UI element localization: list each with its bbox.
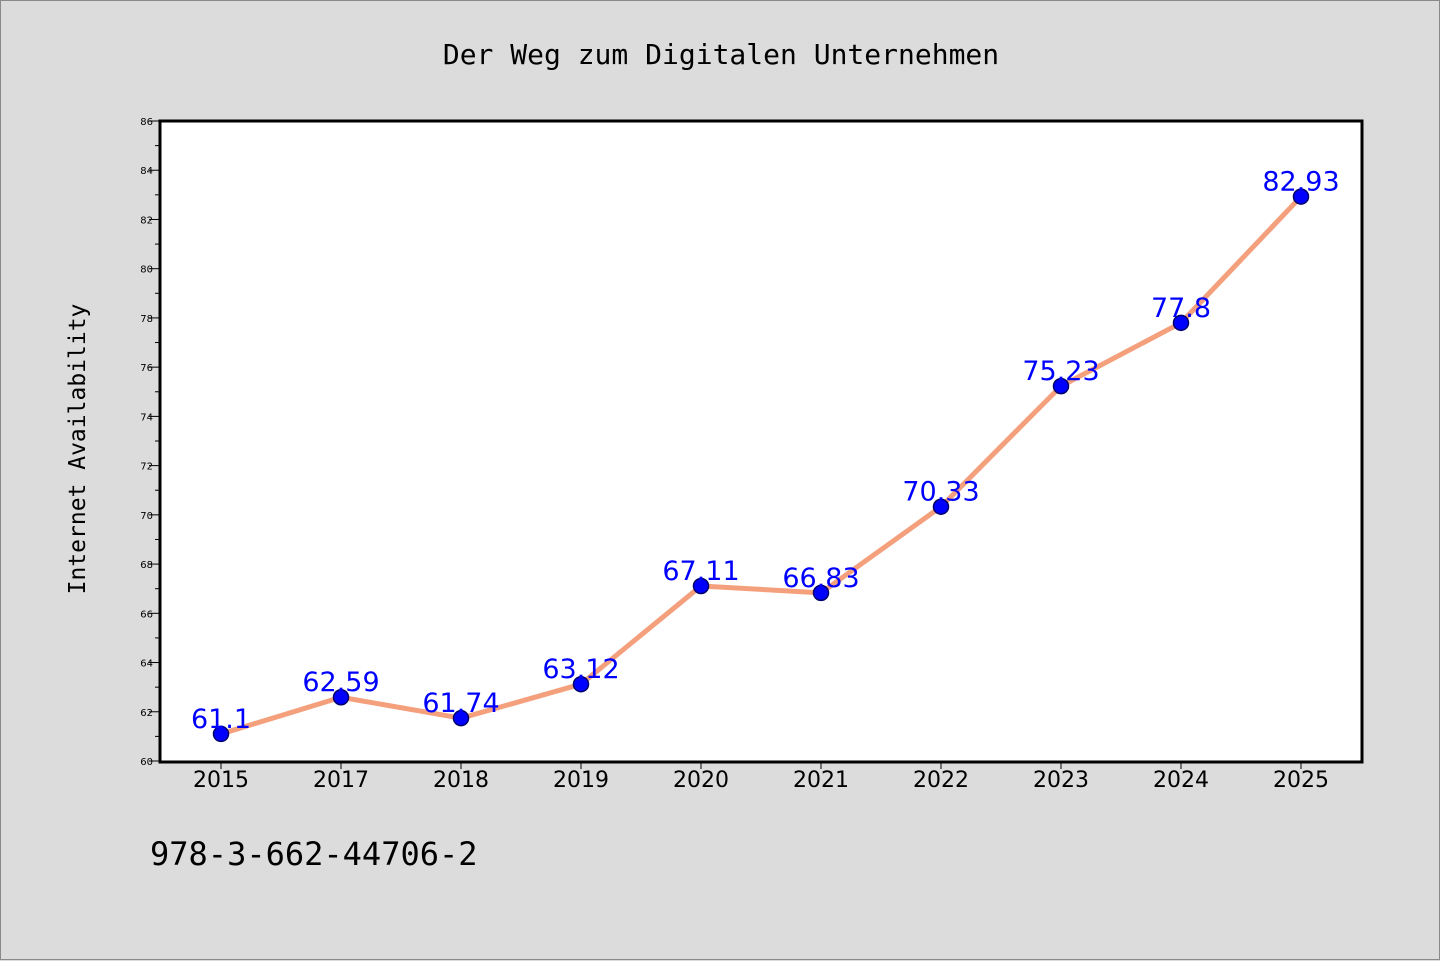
data-point (1052, 377, 1070, 395)
x-axis-ticks: 2015 2017 2018 2019 2020 2021 2022 2023 2024 2025 (193, 761, 1329, 793)
data-labels: 61.1 62.59 61.74 63.12 67.11 66.83 70.33 75.23 7… (191, 167, 1340, 735)
data-point (932, 498, 950, 515)
isbn-text: 978-3-662-44706-2 (150, 835, 478, 873)
y-tick-label: 66 (140, 609, 153, 620)
y-axis-ticks: 60 62 64 66 68 70 72 74 76 78 80 82 84 86 (140, 117, 161, 768)
data-label: 82.93 (1262, 167, 1339, 198)
x-tick-label: 2025 (1273, 768, 1329, 793)
y-tick-label: 60 (140, 757, 153, 768)
y-tick-label: 80 (140, 265, 153, 276)
x-tick-label: 2019 (553, 768, 609, 793)
data-label: 61.74 (422, 688, 499, 719)
y-tick-label: 68 (140, 560, 153, 571)
data-point (812, 584, 830, 602)
data-point (1292, 188, 1310, 205)
y-tick-label: 72 (140, 462, 153, 473)
x-tick-label: 2024 (1153, 768, 1209, 793)
x-tick-label: 2015 (193, 768, 249, 793)
data-label: 75.23 (1022, 356, 1099, 387)
y-tick-label: 82 (140, 215, 153, 226)
data-point (332, 688, 350, 706)
data-label: 70.33 (902, 477, 979, 508)
series-line (218, 194, 1304, 737)
x-tick-label: 2020 (673, 768, 729, 793)
x-tick-label: 2017 (313, 768, 369, 793)
data-label: 62.59 (302, 667, 379, 698)
data-label: 63.12 (542, 654, 619, 685)
data-label: 77.8 (1151, 293, 1211, 324)
x-tick-label: 2021 (793, 768, 849, 793)
chart-title: Der Weg zum Digitalen Unternehmen (443, 38, 999, 71)
y-tick-label: 78 (140, 314, 153, 325)
y-tick-label: 86 (140, 117, 153, 128)
y-tick-label: 64 (140, 659, 153, 670)
y-tick-label: 84 (140, 166, 153, 177)
y-axis-label: Internet Availability (65, 304, 91, 595)
x-tick-label: 2018 (433, 768, 489, 793)
y-tick-label: 74 (140, 412, 153, 423)
series-line-group (218, 194, 1304, 737)
data-point (1172, 314, 1190, 332)
plot-area (158, 119, 1364, 764)
data-point (452, 709, 470, 727)
data-point (692, 577, 710, 595)
data-label: 66.83 (782, 563, 859, 594)
y-tick-label: 76 (140, 363, 153, 374)
data-label: 67.11 (662, 556, 739, 587)
y-tick-label: 62 (140, 708, 153, 719)
data-markers (212, 188, 1310, 743)
x-tick-label: 2022 (913, 768, 969, 793)
y-tick-label: 70 (140, 511, 153, 522)
data-label: 61.1 (191, 704, 251, 735)
data-point (572, 675, 590, 693)
x-tick-label: 2023 (1033, 768, 1089, 793)
data-point (212, 725, 230, 743)
